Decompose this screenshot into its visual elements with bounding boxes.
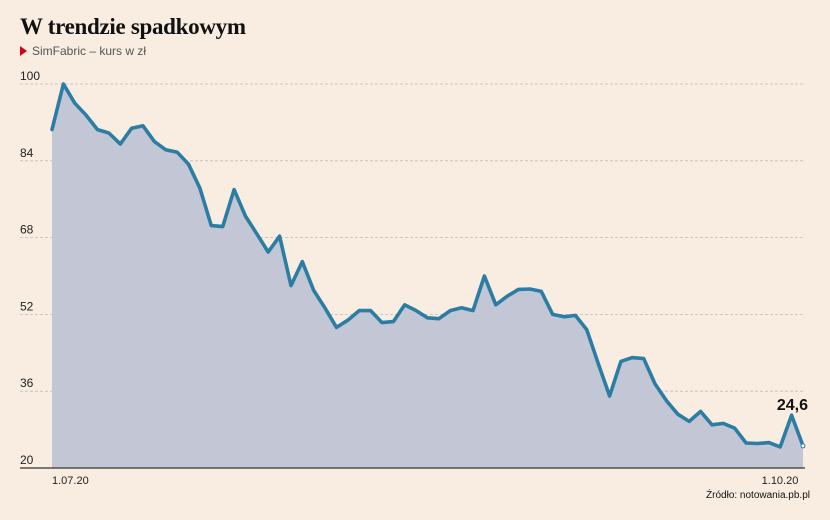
x-tick-label: 1.10.20 xyxy=(762,475,799,487)
y-tick-label: 52 xyxy=(20,299,34,313)
source-note: Źródło: notowania.pb.pl xyxy=(706,490,810,501)
y-tick-label: 100 xyxy=(20,69,40,83)
price-line xyxy=(50,82,805,449)
chart-subtitle: SimFabric – kurs w zł xyxy=(20,44,146,58)
price-area xyxy=(52,84,803,468)
triangle-marker-icon xyxy=(20,46,27,56)
last-value-label: 24,6 xyxy=(777,397,808,414)
x-tick-label: 1.07.20 xyxy=(52,475,89,487)
y-tick-label: 36 xyxy=(20,376,34,390)
y-tick-label: 20 xyxy=(20,453,34,467)
subtitle-text: SimFabric – kurs w zł xyxy=(32,44,147,58)
y-tick-label: 84 xyxy=(20,146,34,160)
y-tick-label: 68 xyxy=(20,223,34,237)
chart-title: W trendzie spadkowym xyxy=(20,14,246,39)
last-point-marker xyxy=(800,443,806,449)
